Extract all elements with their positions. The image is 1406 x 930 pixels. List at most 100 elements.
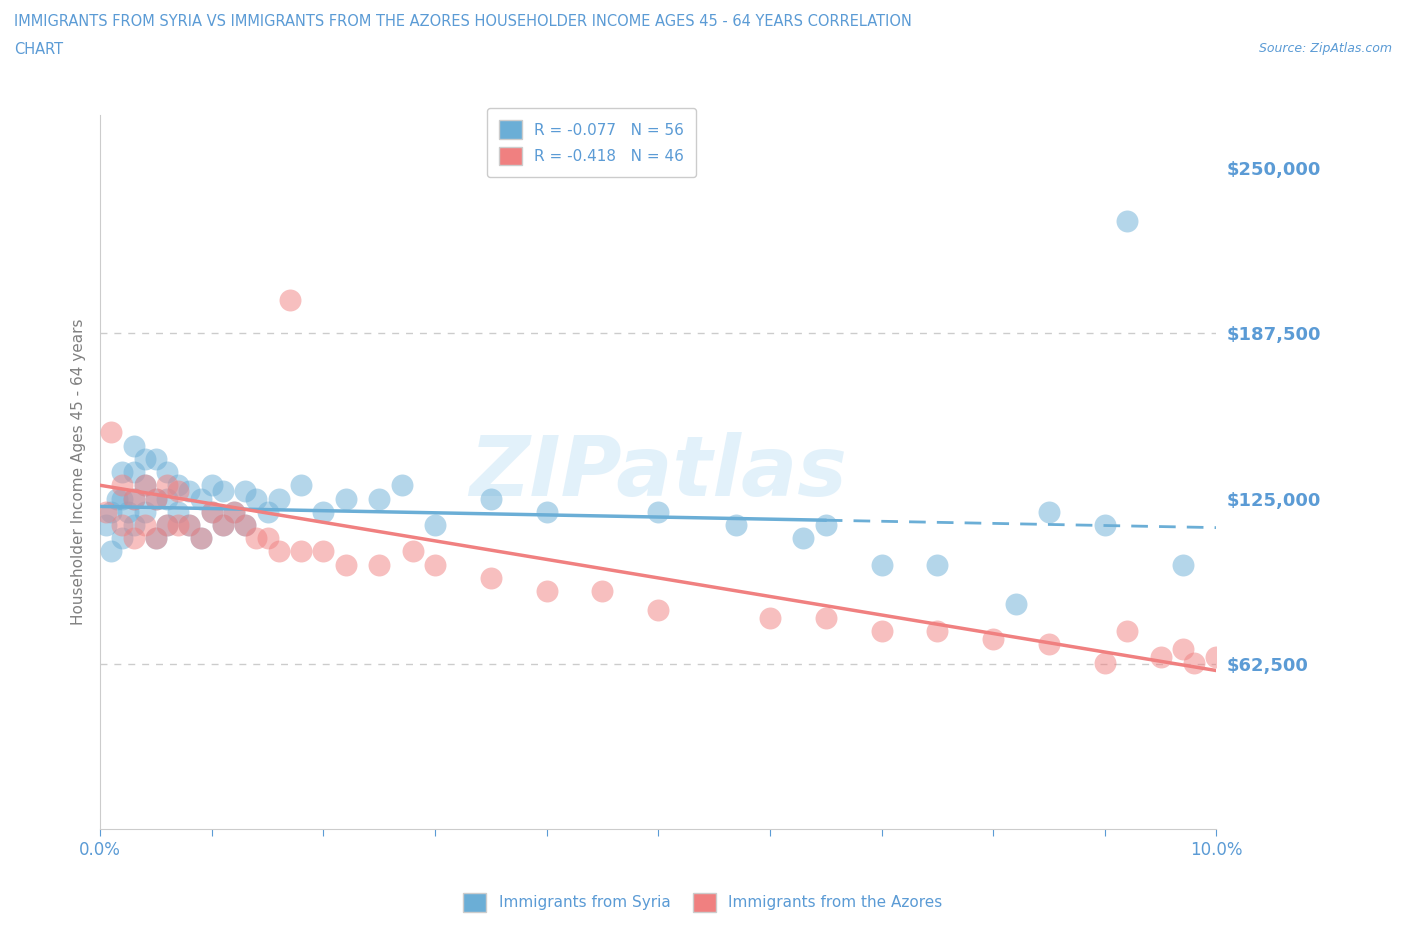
Point [111, 531, 134, 546]
Text: Source: ZipAtlas.com: Source: ZipAtlas.com [1258, 42, 1392, 55]
Point [156, 491, 179, 506]
Point [122, 531, 145, 546]
Point [94, 504, 117, 519]
Point [245, 531, 267, 546]
Point [105, 491, 128, 506]
Point [167, 478, 190, 493]
Legend: Immigrants from Syria, Immigrants from the Azores: Immigrants from Syria, Immigrants from t… [457, 887, 949, 918]
Point [111, 491, 134, 506]
Point [792, 531, 814, 546]
Point [122, 491, 145, 506]
Point [870, 623, 893, 638]
Point [1038, 637, 1060, 652]
Point [981, 631, 1004, 646]
Point [647, 603, 669, 618]
Point [190, 491, 212, 506]
Point [479, 491, 502, 506]
Point [212, 517, 235, 532]
Point [592, 584, 614, 599]
Point [201, 504, 224, 519]
Point [479, 570, 502, 585]
Point [391, 478, 413, 493]
Point [156, 465, 179, 480]
Point [134, 478, 156, 493]
Point [245, 491, 267, 506]
Point [100, 504, 122, 519]
Point [156, 517, 179, 532]
Point [368, 557, 391, 572]
Point [536, 504, 558, 519]
Point [145, 451, 167, 466]
Point [312, 504, 335, 519]
Y-axis label: Householder Income Ages 45 - 64 years: Householder Income Ages 45 - 64 years [72, 319, 86, 625]
Point [156, 478, 179, 493]
Point [111, 478, 134, 493]
Point [212, 517, 235, 532]
Point [256, 531, 278, 546]
Point [1171, 557, 1194, 572]
Point [256, 504, 278, 519]
Point [222, 504, 245, 519]
Point [267, 544, 290, 559]
Point [100, 425, 122, 440]
Point [134, 478, 156, 493]
Point [290, 544, 312, 559]
Point [145, 531, 167, 546]
Point [927, 557, 949, 572]
Point [201, 478, 224, 493]
Point [814, 610, 837, 625]
Point [233, 517, 256, 532]
Point [423, 517, 446, 532]
Point [1171, 642, 1194, 657]
Point [134, 451, 156, 466]
Point [134, 517, 156, 532]
Point [111, 517, 134, 532]
Point [179, 517, 201, 532]
Point [111, 465, 134, 480]
Point [156, 517, 179, 532]
Text: CHART: CHART [14, 42, 63, 57]
Point [335, 491, 357, 506]
Point [179, 517, 201, 532]
Point [927, 623, 949, 638]
Point [117, 504, 139, 519]
Point [212, 483, 235, 498]
Point [190, 531, 212, 546]
Point [145, 491, 167, 506]
Point [368, 491, 391, 506]
Point [814, 517, 837, 532]
Point [134, 504, 156, 519]
Point [1038, 504, 1060, 519]
Text: ZIPatlas: ZIPatlas [470, 432, 848, 512]
Point [647, 504, 669, 519]
Point [335, 557, 357, 572]
Legend: R = -0.077   N = 56, R = -0.418   N = 46: R = -0.077 N = 56, R = -0.418 N = 46 [486, 108, 696, 178]
Point [290, 478, 312, 493]
Point [1182, 656, 1205, 671]
Point [122, 517, 145, 532]
Point [759, 610, 782, 625]
Point [1116, 213, 1139, 228]
Point [145, 531, 167, 546]
Point [1094, 656, 1116, 671]
Point [1094, 517, 1116, 532]
Point [122, 438, 145, 453]
Point [145, 491, 167, 506]
Point [233, 517, 256, 532]
Point [122, 491, 145, 506]
Point [233, 483, 256, 498]
Point [423, 557, 446, 572]
Point [402, 544, 425, 559]
Point [190, 531, 212, 546]
Point [222, 504, 245, 519]
Point [536, 584, 558, 599]
Point [725, 517, 748, 532]
Point [278, 293, 301, 308]
Point [1150, 650, 1173, 665]
Point [870, 557, 893, 572]
Point [94, 517, 117, 532]
Point [167, 483, 190, 498]
Point [167, 504, 190, 519]
Point [100, 544, 122, 559]
Point [1004, 597, 1026, 612]
